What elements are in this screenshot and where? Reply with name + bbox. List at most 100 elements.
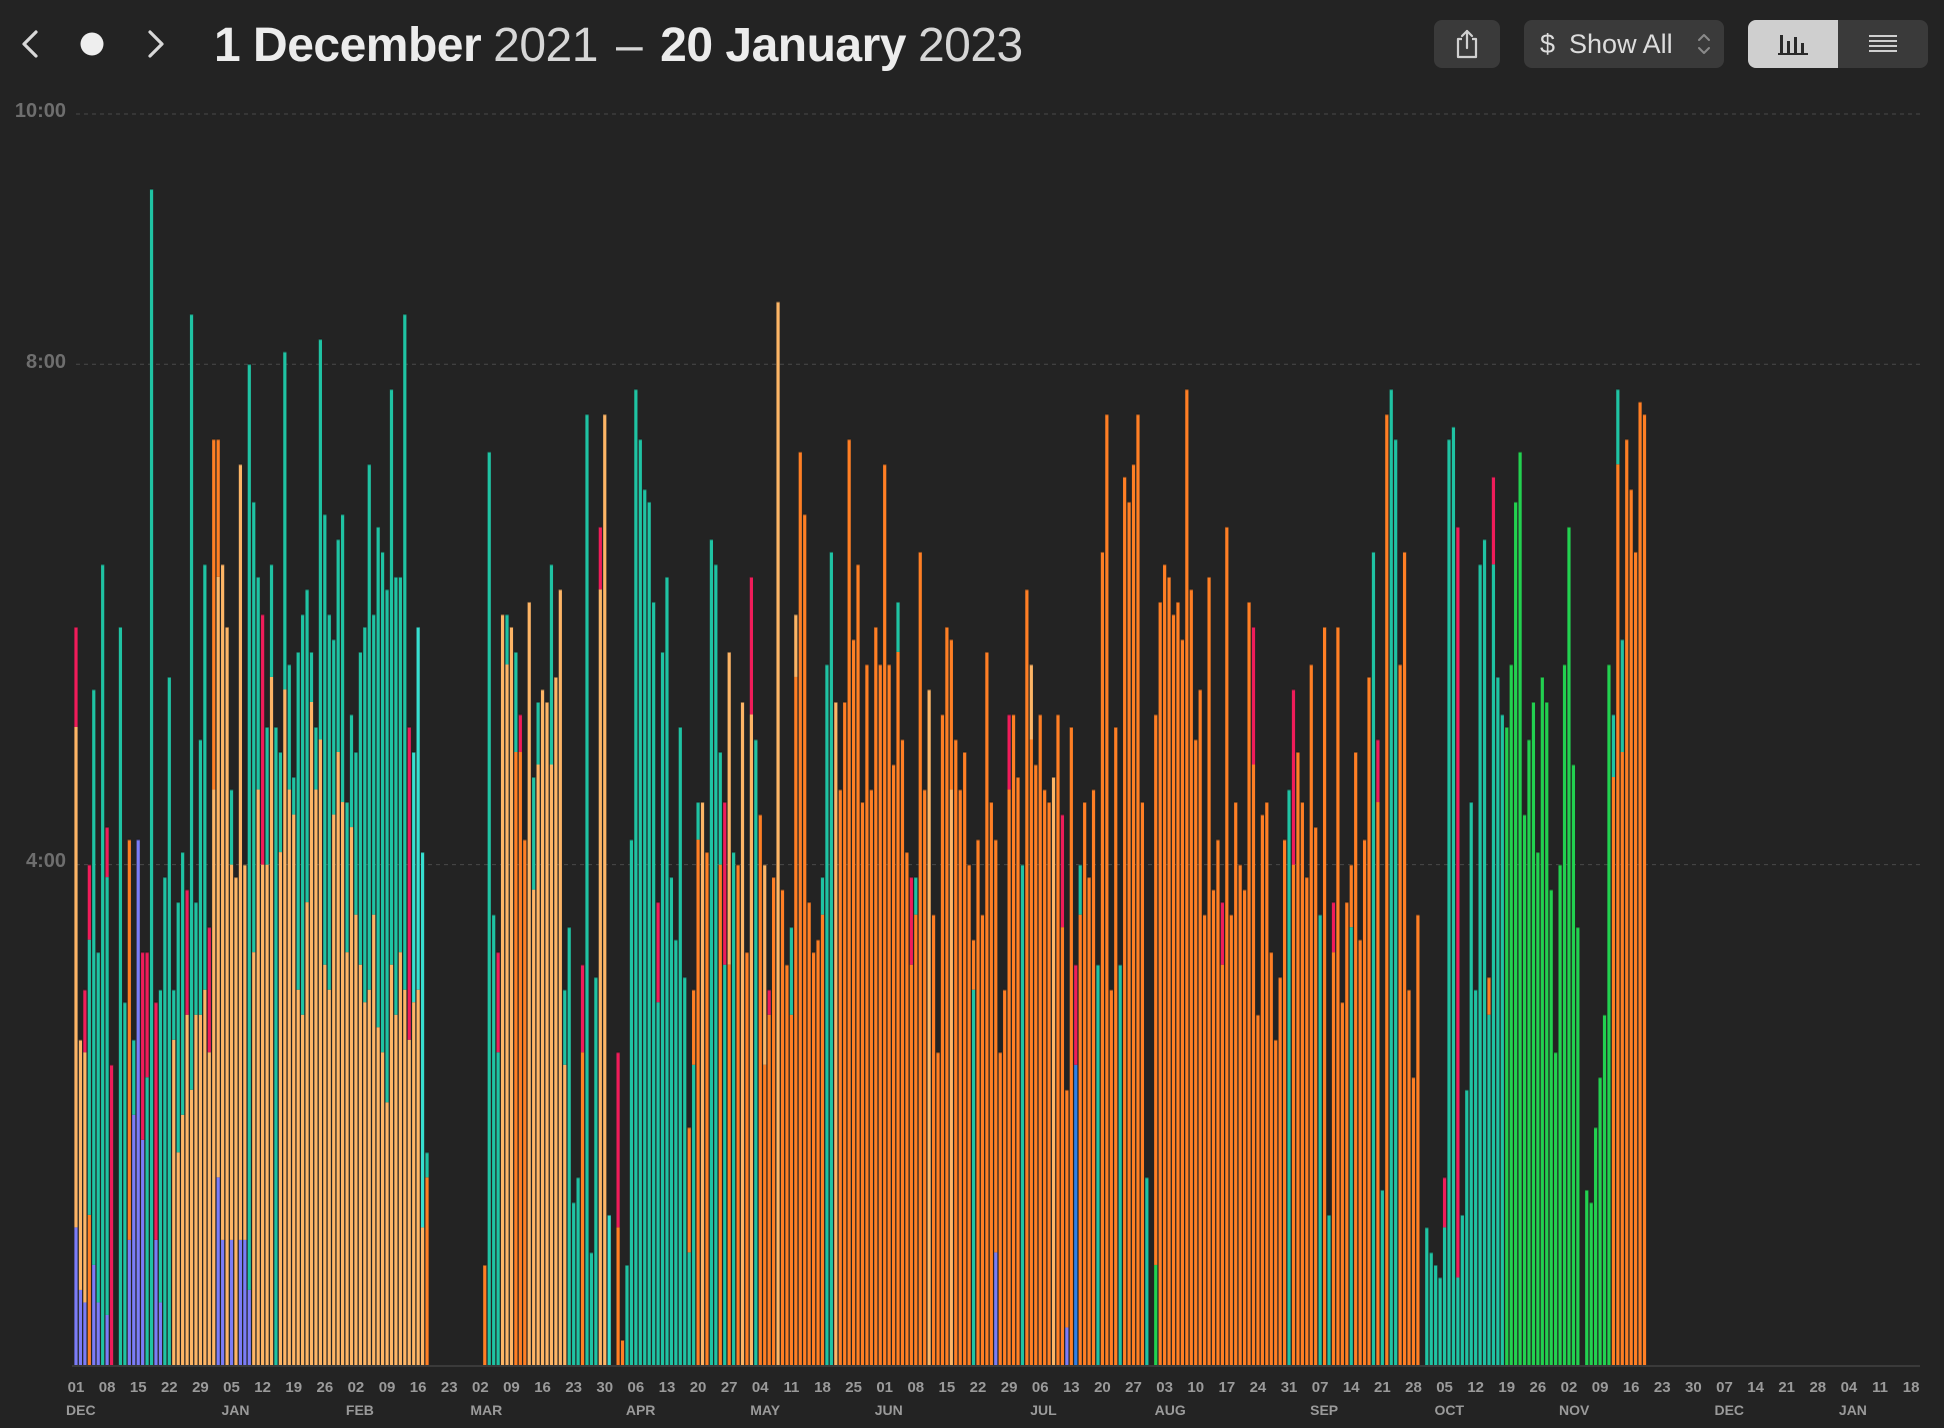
bar-segment[interactable] [518, 752, 522, 1365]
bar-segment[interactable] [1185, 389, 1189, 1366]
bar-segment[interactable] [687, 1252, 691, 1365]
bar-segment[interactable] [145, 1077, 149, 1365]
bar-segment[interactable] [1442, 1227, 1447, 1365]
bar-segment[interactable] [825, 664, 829, 1365]
bar-segment[interactable] [74, 626, 78, 727]
bar-segment[interactable] [1349, 927, 1353, 1365]
bar-segment[interactable] [736, 864, 740, 1365]
bar-segment[interactable] [740, 701, 745, 1365]
bar-segment[interactable] [309, 701, 314, 1365]
bar-segment[interactable] [1385, 414, 1389, 1365]
bar-segment[interactable] [1571, 764, 1576, 1365]
bar-segment[interactable] [1611, 714, 1616, 778]
bar-segment[interactable] [714, 564, 718, 1365]
bar-segment[interactable] [1025, 589, 1029, 1365]
bar-segment[interactable] [1091, 789, 1096, 1365]
bar-segment[interactable] [1300, 802, 1304, 1365]
bar-segment[interactable] [109, 1064, 114, 1365]
bar-segment[interactable] [1576, 927, 1580, 1365]
bar-segment[interactable] [660, 651, 665, 1365]
bar-segment[interactable] [292, 777, 296, 815]
bar-segment[interactable] [931, 914, 936, 1365]
bar-segment[interactable] [692, 989, 696, 1065]
bar-segment[interactable] [283, 351, 287, 690]
bar-segment[interactable] [363, 626, 367, 1003]
bar-segment[interactable] [563, 989, 567, 1065]
bar-segment[interactable] [1171, 614, 1176, 1365]
bar-segment[interactable] [1314, 827, 1318, 1365]
bar-segment[interactable] [1607, 664, 1611, 1365]
bar-segment[interactable] [643, 489, 647, 1365]
bar-segment[interactable] [1189, 589, 1193, 1365]
bar-segment[interactable] [252, 501, 256, 953]
bar-segment[interactable] [1642, 414, 1647, 1365]
bar-segment[interactable] [1065, 1327, 1069, 1365]
bar-segment[interactable] [1620, 639, 1624, 753]
bar-segment[interactable] [189, 314, 194, 1090]
bar-segment[interactable] [74, 726, 78, 1228]
bar-segment[interactable] [927, 689, 931, 1365]
bar-segment[interactable] [367, 464, 371, 990]
bar-segment[interactable] [1265, 802, 1269, 1365]
bar-segment[interactable] [1225, 526, 1229, 1365]
bar-segment[interactable] [971, 989, 976, 1365]
bar-segment[interactable] [141, 952, 145, 1140]
bar-segment[interactable] [1207, 576, 1211, 1365]
bar-segment[interactable] [527, 601, 531, 1365]
bar-segment[interactable] [1274, 1039, 1278, 1365]
bar-segment[interactable] [887, 664, 891, 1365]
bar-segment[interactable] [1514, 501, 1518, 1365]
bar-segment[interactable] [1216, 839, 1220, 1365]
bar-segment[interactable] [1051, 777, 1056, 1365]
bar-segment[interactable] [412, 752, 416, 1003]
bar-segment[interactable] [87, 864, 91, 940]
bar-segment[interactable] [158, 1302, 163, 1365]
bar-segment[interactable] [127, 839, 131, 1240]
bar-segment[interactable] [389, 389, 394, 965]
bar-segment[interactable] [1167, 576, 1171, 1365]
bar-segment[interactable] [1020, 864, 1025, 1365]
bar-segment[interactable] [412, 1002, 416, 1365]
bar-segment[interactable] [576, 1177, 580, 1365]
bar-segment[interactable] [900, 739, 905, 1366]
bar-segment[interactable] [287, 664, 291, 790]
bar-segment[interactable] [896, 601, 900, 652]
bar-segment[interactable] [865, 664, 869, 1365]
bar-segment[interactable] [1585, 1189, 1589, 1365]
bar-segment[interactable] [154, 1002, 158, 1240]
bar-segment[interactable] [341, 514, 345, 803]
bar-segment[interactable] [1518, 451, 1522, 1365]
bar-segment[interactable] [700, 802, 705, 1365]
bar-segment[interactable] [767, 989, 771, 1015]
bar-segment[interactable] [1460, 1214, 1464, 1365]
bar-segment[interactable] [607, 1214, 611, 1365]
bar-segment[interactable] [1180, 639, 1184, 1365]
bar-segment[interactable] [580, 1052, 585, 1365]
bar-segment[interactable] [1074, 1064, 1078, 1365]
bar-segment[interactable] [1629, 489, 1633, 1365]
bar-segment[interactable] [1602, 1014, 1607, 1365]
bar-segment[interactable] [496, 952, 500, 1053]
bar-segment[interactable] [1527, 739, 1531, 1366]
bar-segment[interactable] [380, 551, 385, 1053]
bar-segment[interactable] [247, 364, 251, 1290]
bar-segment[interactable] [1056, 714, 1060, 1365]
bar-segment[interactable] [1367, 676, 1371, 1365]
bar-segment[interactable] [1011, 714, 1016, 1365]
bar-segment[interactable] [745, 952, 749, 1365]
bar-segment[interactable] [296, 989, 300, 1365]
bar-segment[interactable] [1567, 526, 1571, 1365]
bar-segment[interactable] [1331, 952, 1336, 1365]
bar-segment[interactable] [914, 877, 918, 915]
bar-segment[interactable] [247, 1289, 251, 1365]
bar-segment[interactable] [1345, 902, 1349, 1365]
bar-segment[interactable] [1154, 714, 1158, 1265]
bar-segment[interactable] [767, 1014, 771, 1365]
bar-segment[interactable] [1336, 626, 1340, 1365]
bar-segment[interactable] [314, 726, 318, 790]
bar-segment[interactable] [856, 564, 860, 1365]
bar-segment[interactable] [1105, 414, 1109, 1365]
bar-segment[interactable] [914, 914, 918, 1365]
bar-segment[interactable] [234, 877, 238, 1365]
bar-segment[interactable] [349, 827, 354, 1365]
